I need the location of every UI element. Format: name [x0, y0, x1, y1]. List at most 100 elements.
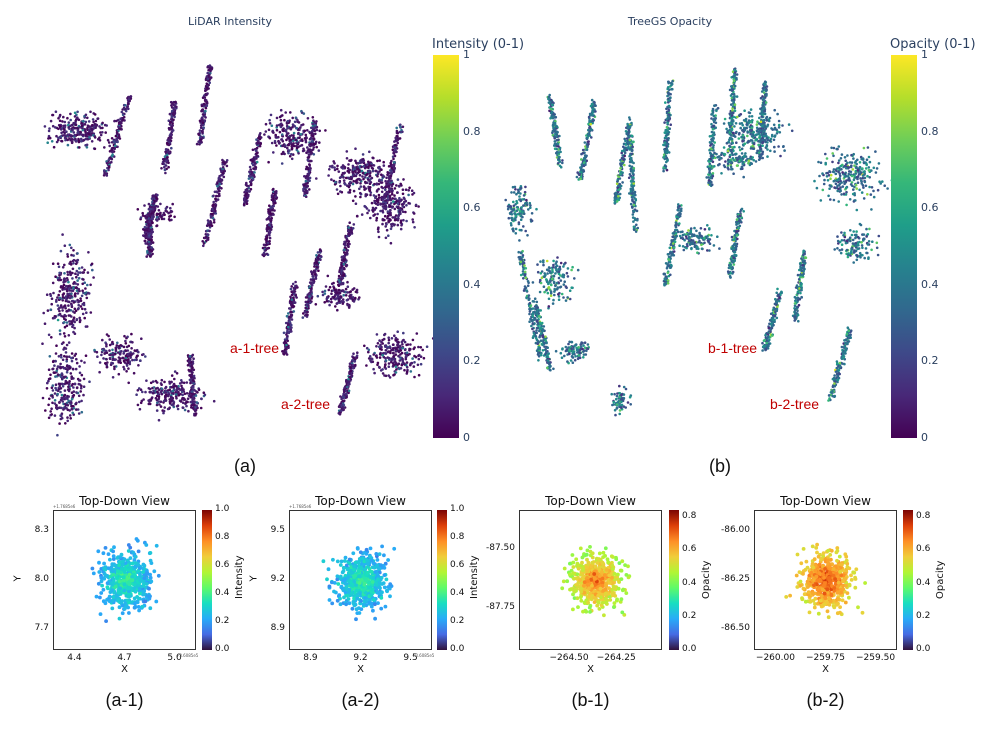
cloud-point [148, 238, 152, 242]
cloud-point [339, 395, 342, 398]
cloud-point [256, 151, 259, 154]
cloud-point [78, 126, 82, 129]
cloud-point [361, 160, 365, 164]
cloud-point [84, 287, 87, 290]
cloud-point [386, 171, 390, 174]
cloud-point [108, 343, 112, 347]
cloud-point [45, 387, 49, 390]
cloud-point [339, 409, 343, 413]
cloud-point [340, 269, 344, 272]
cloud-point [389, 161, 393, 165]
cloud-point [345, 392, 348, 396]
cloud-point [272, 131, 275, 134]
cloud-point [170, 133, 173, 137]
treegs-point-cloud [504, 67, 894, 417]
cloud-point [194, 413, 197, 417]
cloud-point [152, 386, 156, 389]
cloud-point [57, 265, 61, 269]
cloud-point [200, 397, 203, 401]
cloud-point [337, 297, 341, 301]
cloud-point [621, 161, 625, 165]
cloud-point [204, 233, 208, 236]
cloud-point [347, 380, 351, 384]
cloud-point [55, 388, 58, 392]
cloud-point [169, 214, 172, 217]
cloud-point [83, 307, 87, 311]
cloud-point [319, 254, 322, 258]
cloud-point [82, 385, 86, 389]
cloud-point [376, 361, 380, 365]
cloud-point [383, 332, 387, 336]
cloud-point [416, 363, 420, 367]
cloud-point [374, 169, 377, 173]
cloud-point [351, 199, 355, 203]
cloud-point [348, 221, 352, 224]
cloud-point [354, 174, 358, 178]
cloud-point [272, 187, 275, 191]
cloud-point [582, 170, 586, 173]
cloud-point [160, 378, 164, 382]
cloud-point [280, 138, 283, 141]
cloud-point [315, 261, 319, 264]
cloud-point [110, 148, 113, 152]
cloud-point [398, 137, 402, 140]
cloud-point [551, 103, 554, 107]
cloud-point [355, 214, 359, 218]
cloud-point [124, 339, 127, 343]
cloud-point [80, 266, 84, 269]
cloud-point [393, 140, 396, 143]
cloud-point [293, 290, 297, 293]
cloud-point [124, 342, 128, 345]
cloud-point [553, 142, 557, 146]
cloud-point [293, 301, 297, 304]
cloud-point [576, 171, 579, 174]
cloud-point [81, 302, 84, 306]
cloud-point [402, 178, 405, 181]
cloud-point [47, 333, 51, 337]
cloud-point [278, 130, 282, 134]
cloud-point [220, 169, 223, 173]
cloud-point [364, 181, 367, 185]
cloud-point [188, 392, 191, 395]
cloud-point [170, 146, 173, 150]
cloud-point [44, 409, 47, 412]
cloud-point [117, 356, 121, 359]
cloud-point [176, 407, 180, 411]
cloud-point [192, 368, 196, 372]
cloud-point [269, 212, 273, 215]
cloud-point [550, 111, 554, 114]
cloud-point [173, 115, 176, 119]
cloud-point [63, 393, 67, 397]
cloud-point [201, 240, 204, 243]
cloud-point [65, 360, 68, 363]
cloud-point [351, 296, 355, 299]
cloud-point [287, 151, 290, 155]
cloud-point [79, 319, 82, 322]
cloud-point [167, 126, 171, 130]
cloud-point [67, 334, 71, 337]
cloud-point [383, 194, 387, 197]
cloud-point [223, 169, 226, 173]
cloud-point [187, 409, 190, 413]
cloud-point [376, 170, 380, 174]
cloud-point [162, 217, 166, 221]
cloud-point [267, 128, 271, 132]
cloud-point [139, 388, 143, 392]
cloud-point [264, 237, 267, 241]
cloud-point [243, 196, 246, 200]
cloud-point [371, 169, 375, 173]
cloud-point [384, 179, 387, 183]
cloud-point [70, 377, 73, 381]
cloud-point [140, 337, 143, 341]
cloud-point [302, 112, 306, 115]
cloud-point [417, 357, 421, 361]
cloud-point [53, 392, 57, 395]
cloud-point [176, 386, 179, 390]
cloud-point [64, 351, 68, 354]
cloud-point [144, 220, 148, 224]
cloud-point [381, 353, 385, 357]
cloud-point [387, 234, 390, 237]
cloud-point [65, 343, 69, 347]
cloud-point [339, 266, 342, 269]
cloud-point [51, 281, 55, 285]
